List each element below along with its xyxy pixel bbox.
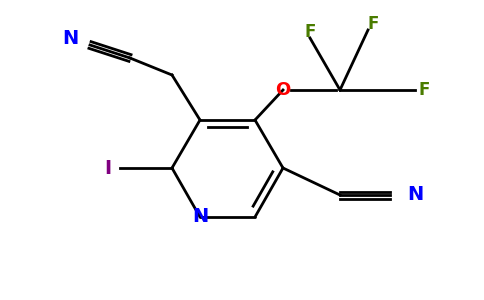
Text: N: N	[62, 28, 78, 47]
Text: O: O	[275, 81, 290, 99]
Text: F: F	[304, 23, 316, 41]
Text: N: N	[407, 185, 423, 205]
Text: I: I	[105, 158, 112, 178]
Text: N: N	[192, 208, 208, 226]
Text: F: F	[367, 15, 378, 33]
Text: F: F	[418, 81, 430, 99]
